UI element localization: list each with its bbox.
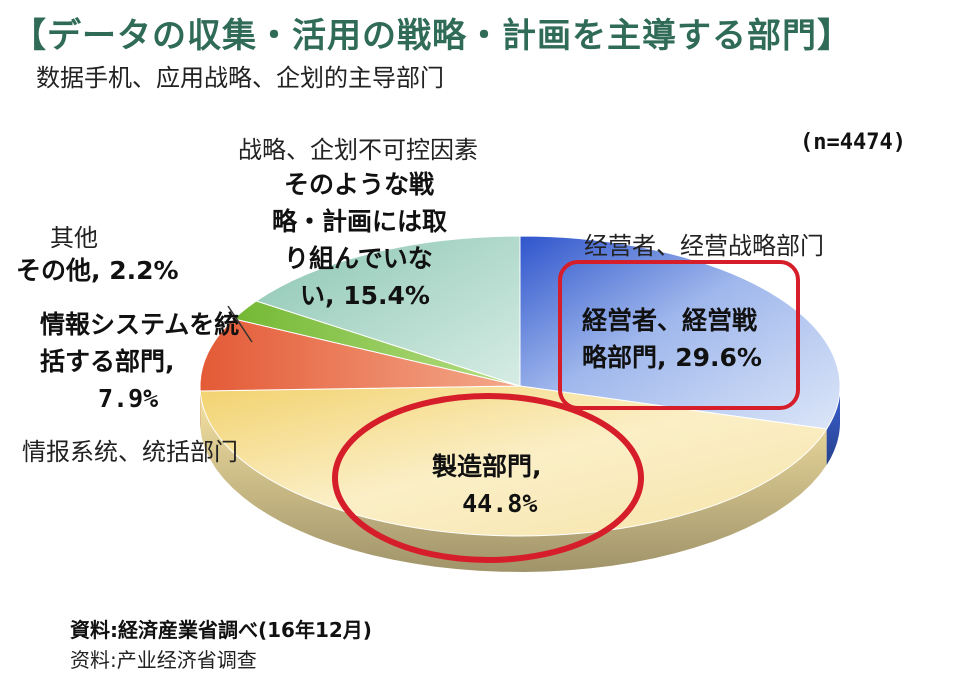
pie-slice-manufacturing bbox=[199, 385, 828, 537]
is-leader-line bbox=[227, 305, 253, 343]
sample-size-label: (n=4474) bbox=[800, 130, 906, 155]
other-label-jp: その他, 2.2% bbox=[16, 256, 179, 285]
is-label-jp: 情報システムを統 括する部門, 7.9% bbox=[40, 306, 239, 417]
none-label-jp-line4: い, 15.4% bbox=[300, 281, 430, 310]
pie-slice-info-systems bbox=[199, 318, 521, 392]
none-label-zh: 战略、企划不可控因素 bbox=[238, 136, 478, 164]
none-label-jp: そのような戦 略・計画には取 り組んでいな い, 15.4% bbox=[272, 166, 447, 314]
pie-side-shade-exec bbox=[826, 386, 840, 465]
pie-sides bbox=[200, 386, 840, 572]
page-subtitle: 数据手机、应用战略、企划的主导部门 bbox=[36, 64, 444, 92]
source-note-jp: 資料:経済産業省調べ(16年12月) bbox=[70, 618, 372, 642]
none-label-jp-line3: り組んでいな bbox=[284, 244, 433, 273]
pie-slice-not-engaged bbox=[255, 235, 521, 387]
source-note-zh: 资料:产业经济省调查 bbox=[70, 648, 257, 672]
mfg-highlight-circle bbox=[332, 393, 644, 563]
exec-label-zh: 经营者、经营战略部门 bbox=[584, 232, 824, 260]
exec-highlight-box bbox=[558, 260, 800, 410]
is-label-jp-line2: 括する部門, bbox=[40, 347, 175, 376]
exec-label-jp: 経営者、経営戦 略部門, 29.6% bbox=[582, 302, 762, 376]
page-title: 【データの収集・活用の戦略・計画を主導する部門】 bbox=[12, 16, 852, 56]
mfg-label-jp-line2: 44.8% bbox=[462, 489, 538, 518]
mfg-label-jp: 製造部門, 44.8% bbox=[432, 448, 542, 522]
mfg-label-jp-line1: 製造部門, bbox=[432, 452, 542, 481]
is-label-jp-line3: 7.9% bbox=[98, 384, 159, 413]
pie-tops bbox=[199, 235, 841, 537]
is-label-jp-line1: 情報システムを統 bbox=[40, 310, 240, 339]
exec-label-jp-line2: 略部門, 29.6% bbox=[582, 343, 762, 372]
other-label-zh: 其他 bbox=[50, 224, 98, 252]
exec-label-jp-line1: 経営者、経営戦 bbox=[582, 306, 758, 335]
is-label-zh: 情报系统、统括部门 bbox=[22, 438, 238, 466]
none-label-jp-line1: そのような戦 bbox=[284, 170, 435, 199]
pie-slice-exec bbox=[519, 235, 841, 430]
none-label-jp-line2: 略・計画には取 bbox=[272, 207, 448, 236]
pie-side-shade-manufacturing bbox=[200, 391, 827, 572]
